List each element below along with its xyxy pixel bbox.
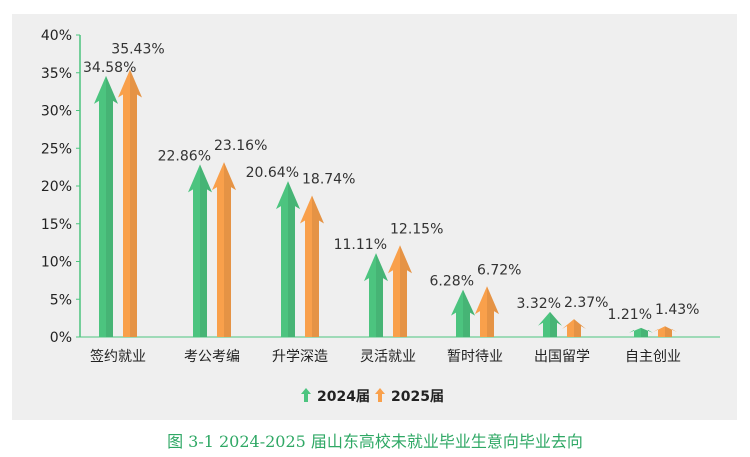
y-tick-label: 0%: [50, 330, 72, 346]
bar-2024: [364, 253, 388, 337]
data-label: 35.43%: [111, 42, 164, 58]
bar-2025-shade: [224, 162, 236, 337]
bar-2024-shade: [550, 311, 562, 337]
bar-2025-shade: [130, 69, 142, 337]
data-label: 6.72%: [477, 262, 521, 278]
data-label: 18.74%: [302, 172, 355, 188]
bar-2025-shade: [574, 319, 586, 337]
data-label: 22.86%: [158, 148, 211, 164]
bar-2025: [653, 326, 677, 337]
legend-arrow-icon: [301, 388, 311, 402]
data-label: 2.37%: [564, 295, 608, 311]
data-label: 34.58%: [83, 60, 136, 76]
data-label: 23.16%: [214, 138, 267, 154]
bar-2025-shade: [665, 326, 677, 337]
legend-label: 2025届: [391, 389, 444, 405]
y-tick-label: 15%: [41, 217, 72, 233]
y-tick-label: 10%: [41, 255, 72, 271]
x-tick-label: 签约就业: [90, 348, 146, 365]
legend-label: 2024届: [317, 389, 370, 405]
x-tick-label: 暂时待业: [447, 349, 503, 365]
data-label: 3.32%: [517, 296, 561, 312]
bar-2025: [300, 195, 324, 337]
x-tick-label: 自主创业: [625, 349, 681, 365]
figure-caption: 图 3-1 2024-2025 届山东高校未就业毕业生意向毕业去向: [167, 432, 583, 451]
bar-2024: [94, 75, 118, 338]
y-tick-label: 30%: [41, 104, 72, 120]
bar-2024-shade: [288, 181, 300, 337]
bar-2025: [475, 286, 499, 337]
x-tick-label: 升学深造: [272, 349, 328, 365]
y-tick-label: 5%: [50, 292, 72, 308]
data-label: 11.11%: [334, 237, 387, 253]
bar-2024-shade: [200, 164, 212, 337]
y-tick-label: 25%: [41, 141, 72, 157]
x-tick-label: 灵活就业: [360, 349, 416, 365]
y-tick-label: 20%: [41, 179, 72, 195]
bar-2025-shade: [400, 245, 412, 337]
bar-2025-shade: [487, 286, 499, 337]
bar-2024-shade: [641, 327, 653, 337]
bar-2024-shade: [376, 253, 388, 337]
bar-2025: [388, 245, 412, 337]
bar-2024: [629, 327, 653, 337]
data-label: 12.15%: [390, 221, 443, 237]
y-tick-label: 40%: [41, 28, 72, 44]
bar-2024-shade: [463, 289, 475, 337]
x-tick-label: 出国留学: [534, 349, 590, 365]
data-label: 1.21%: [608, 307, 652, 323]
bar-2024: [538, 311, 562, 337]
data-label: 6.28%: [430, 274, 474, 290]
bar-2024: [451, 289, 475, 337]
bar-2025: [118, 69, 142, 337]
data-label: 20.64%: [246, 165, 299, 181]
bar-2025: [212, 162, 236, 337]
x-tick-label: 考公考编: [184, 349, 240, 365]
data-label: 1.43%: [655, 302, 699, 318]
bar-2024: [188, 164, 212, 337]
bar-2025-shade: [312, 195, 324, 337]
bar-2024-shade: [106, 75, 118, 338]
legend-arrow-icon: [375, 388, 385, 402]
bar-2025: [562, 319, 586, 337]
y-tick-label: 35%: [41, 66, 72, 82]
bar-2024: [276, 181, 300, 337]
